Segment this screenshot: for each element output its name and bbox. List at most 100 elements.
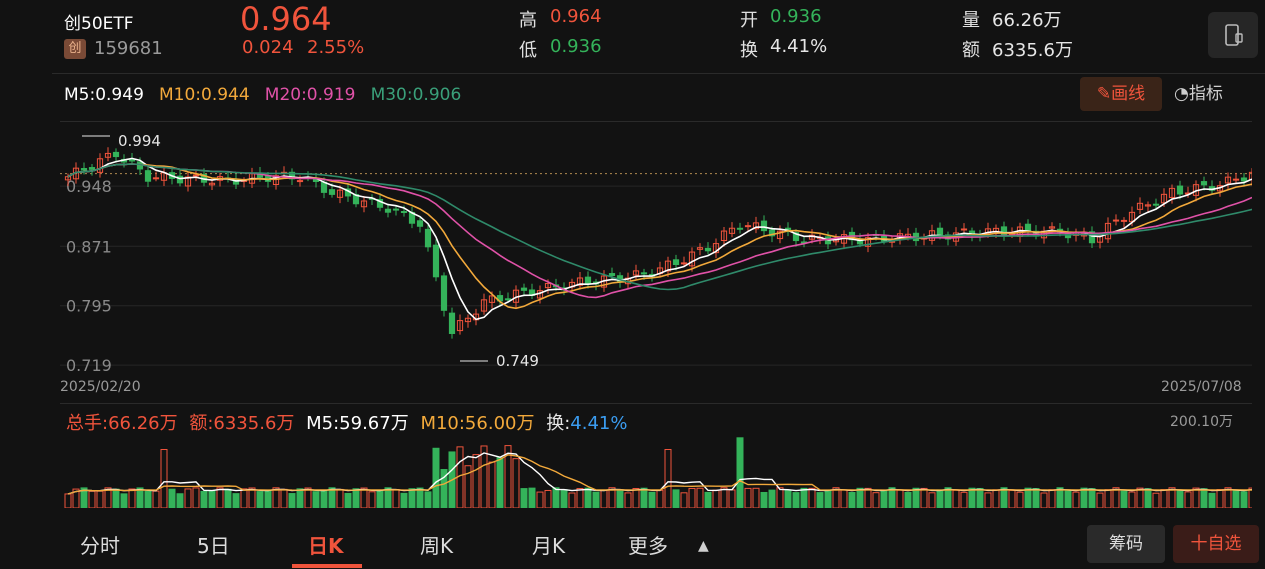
volume-chart-area[interactable] bbox=[60, 430, 1256, 509]
landscape-toggle-button[interactable] bbox=[1208, 12, 1258, 58]
candle-body bbox=[720, 230, 728, 241]
draw-line-button[interactable]: ✎画线 bbox=[1080, 77, 1162, 111]
add-watchlist-button[interactable]: 十自选 bbox=[1173, 525, 1259, 563]
open-label: 开 bbox=[740, 10, 758, 31]
volume-bar bbox=[408, 488, 416, 509]
draw-line-label: 画线 bbox=[1111, 84, 1146, 104]
volume-bar bbox=[144, 490, 152, 509]
indicator-button[interactable]: ◔指标 bbox=[1174, 79, 1223, 104]
volume-bar bbox=[432, 447, 440, 509]
candle-body bbox=[1144, 204, 1152, 207]
volume-bar bbox=[712, 489, 720, 509]
ma10-legend: M10:0.944 bbox=[158, 85, 250, 105]
ma20-legend: M20:0.919 bbox=[264, 85, 356, 105]
candle-body bbox=[464, 317, 472, 323]
vol-ma5-line bbox=[67, 452, 1253, 495]
candle-body bbox=[192, 174, 200, 177]
tab-intraday[interactable]: 分时 bbox=[80, 534, 120, 558]
candle-body bbox=[960, 228, 968, 231]
candle-body bbox=[384, 208, 392, 213]
volume-bar bbox=[856, 487, 864, 509]
volume-bar bbox=[416, 487, 424, 509]
phone-rotate-icon bbox=[1225, 24, 1243, 46]
volume-bar bbox=[1208, 492, 1216, 509]
tab-daily-k[interactable]: 日K bbox=[308, 534, 344, 558]
candle-body bbox=[792, 232, 800, 242]
volume-bar bbox=[1120, 490, 1128, 509]
volume-bar bbox=[568, 492, 576, 509]
vol-total: 总手:66.26万 bbox=[66, 413, 178, 434]
candle-body bbox=[544, 282, 552, 289]
volume-bar bbox=[1216, 489, 1224, 509]
volume-bar bbox=[760, 491, 768, 509]
tab-weekly-k[interactable]: 周K bbox=[420, 534, 454, 558]
volume-bar bbox=[336, 488, 344, 509]
volume-bar bbox=[376, 490, 384, 509]
volume-bar bbox=[984, 492, 992, 509]
volume-bar bbox=[512, 458, 520, 509]
volume-bar bbox=[752, 487, 760, 509]
volume-bar bbox=[576, 488, 584, 509]
tab-5day[interactable]: 5日 bbox=[197, 534, 230, 558]
candle-body bbox=[488, 295, 496, 303]
volume-bar bbox=[528, 487, 536, 509]
max-price-annotation: 0.994 bbox=[118, 132, 161, 150]
volume-bar bbox=[1248, 487, 1256, 509]
candle-body bbox=[176, 175, 184, 184]
volume-bar bbox=[240, 488, 248, 509]
volume-bar bbox=[304, 487, 312, 509]
tab-more[interactable]: 更多 bbox=[628, 534, 668, 558]
volume-bar bbox=[312, 491, 320, 509]
indicator-label: 指标 bbox=[1188, 84, 1223, 104]
volume-bar bbox=[1104, 489, 1112, 509]
candle-body bbox=[88, 167, 96, 170]
candle-body bbox=[688, 251, 696, 267]
candle-body bbox=[184, 176, 192, 187]
volume-bar bbox=[920, 487, 928, 509]
volume-bar bbox=[1024, 487, 1032, 509]
chips-button[interactable]: 筹码 bbox=[1087, 525, 1165, 563]
volume-bar bbox=[288, 493, 296, 509]
kline-chart-area[interactable]: 0.948 0.871 0.795 0.719 0.994 0.749 bbox=[60, 121, 1256, 380]
volume-bar bbox=[816, 492, 824, 509]
candle-body bbox=[680, 262, 688, 265]
volume-bar bbox=[384, 487, 392, 509]
volume-bar bbox=[96, 490, 104, 509]
volume-bar bbox=[792, 492, 800, 509]
candle-body bbox=[1104, 222, 1112, 240]
volume-bar bbox=[248, 487, 256, 509]
volume-bar bbox=[1080, 487, 1088, 509]
volume-bar bbox=[1056, 487, 1064, 509]
current-price: 0.964 bbox=[240, 0, 332, 38]
volume-bar bbox=[664, 449, 672, 509]
volume-bar bbox=[192, 487, 200, 509]
y-tick-label: 0.719 bbox=[66, 356, 112, 375]
volume-bar bbox=[968, 487, 976, 509]
volume-bar bbox=[168, 488, 176, 509]
volume-bar bbox=[88, 490, 96, 509]
volume-bar bbox=[672, 489, 680, 509]
turnover-value: 4.41% bbox=[770, 36, 828, 57]
high-value: 0.964 bbox=[550, 6, 602, 27]
market-badge: 创 bbox=[64, 39, 86, 59]
volume-bar bbox=[176, 493, 184, 509]
tab-monthly-k[interactable]: 月K bbox=[532, 534, 566, 558]
volume-bar bbox=[888, 487, 896, 509]
candle-body bbox=[424, 228, 432, 248]
volume-bar bbox=[904, 491, 912, 509]
ma20-line bbox=[67, 163, 1253, 299]
candle-body bbox=[416, 220, 424, 227]
x-end-date: 2025/07/08 bbox=[1161, 379, 1242, 395]
caret-up-icon[interactable]: ▲ bbox=[698, 538, 709, 554]
candle-body bbox=[96, 158, 104, 173]
volume-bar bbox=[64, 493, 72, 509]
volume-bar bbox=[872, 492, 880, 509]
volume-bar bbox=[264, 490, 272, 509]
volume-bar bbox=[120, 493, 128, 509]
volume-bar bbox=[992, 489, 1000, 509]
y-tick-label: 0.948 bbox=[66, 177, 112, 196]
min-price-annotation: 0.749 bbox=[496, 352, 539, 370]
volume-bar bbox=[184, 488, 192, 509]
candle-body bbox=[504, 298, 512, 301]
candle-body bbox=[752, 222, 760, 230]
